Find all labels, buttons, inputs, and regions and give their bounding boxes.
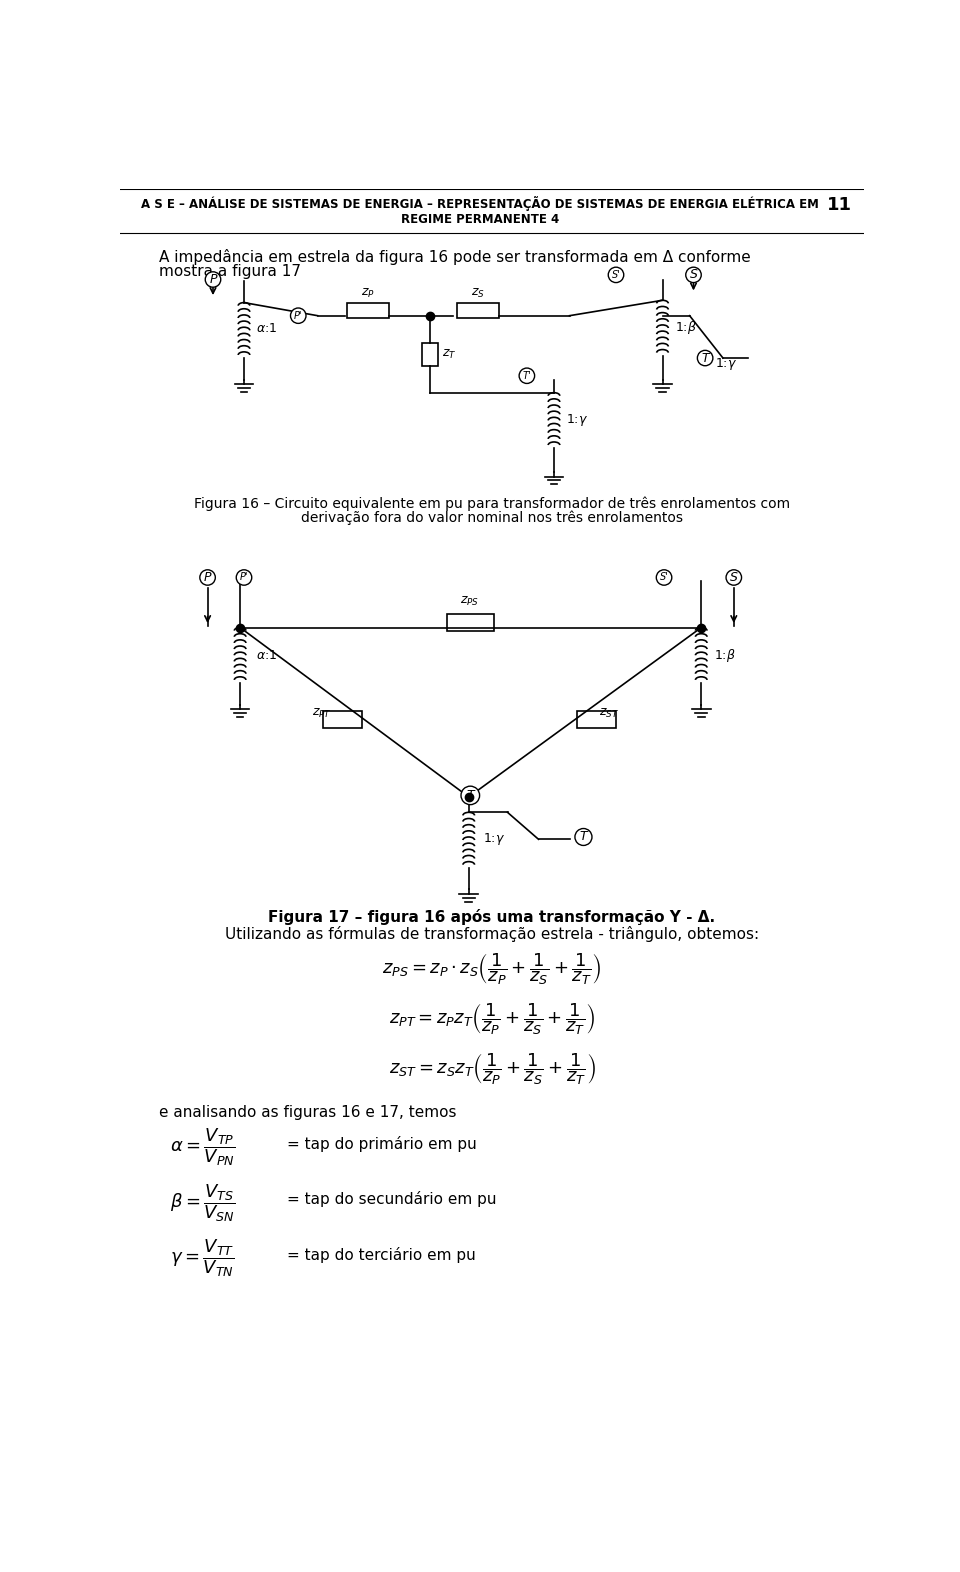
Bar <box>347 302 390 318</box>
Text: T': T' <box>522 371 531 380</box>
Text: S': S' <box>612 270 620 280</box>
Circle shape <box>291 308 306 324</box>
Text: 1:$\gamma$: 1:$\gamma$ <box>566 412 588 428</box>
Bar <box>577 712 616 728</box>
Circle shape <box>575 828 592 846</box>
Text: $z_{ST} = z_S z_T \left( \dfrac{1}{z_P} + \dfrac{1}{z_S} + \dfrac{1}{z_T} \right: $z_{ST} = z_S z_T \left( \dfrac{1}{z_P} … <box>389 1052 595 1086</box>
Circle shape <box>519 368 535 384</box>
Text: S: S <box>730 571 737 583</box>
Text: 11: 11 <box>828 196 852 214</box>
Circle shape <box>685 267 701 283</box>
Text: Figura 17 – figura 16 após uma transformação Y - Δ.: Figura 17 – figura 16 após uma transform… <box>269 909 715 924</box>
Text: Utilizando as fórmulas de transformação estrela - triângulo, obtemos:: Utilizando as fórmulas de transformação … <box>225 926 759 942</box>
Circle shape <box>200 569 215 585</box>
Text: $z_{PS} = z_P \cdot z_S \left( \dfrac{1}{z_P} + \dfrac{1}{z_S} + \dfrac{1}{z_T} : $z_{PS} = z_P \cdot z_S \left( \dfrac{1}… <box>382 951 602 987</box>
Text: $\gamma = \dfrac{V_{TT}}{V_{TN}}$: $\gamma = \dfrac{V_{TT}}{V_{TN}}$ <box>170 1237 235 1280</box>
Text: $z_T$: $z_T$ <box>442 347 456 360</box>
Text: $\alpha$:1: $\alpha$:1 <box>256 322 277 335</box>
Text: $\alpha$:1: $\alpha$:1 <box>255 649 276 662</box>
Circle shape <box>461 786 480 805</box>
Text: P': P' <box>240 572 249 583</box>
Text: = tap do secundário em pu: = tap do secundário em pu <box>287 1192 496 1207</box>
Text: $z_{PT}$: $z_{PT}$ <box>312 707 331 720</box>
Text: 1:$\beta$: 1:$\beta$ <box>713 646 735 663</box>
Text: $z_P$: $z_P$ <box>361 286 375 300</box>
Text: REGIME PERMANENTE 4: REGIME PERMANENTE 4 <box>401 214 560 226</box>
Text: 1:$\beta$: 1:$\beta$ <box>675 319 697 336</box>
Text: A impedância em estrela da figura 16 pode ser transformada em Δ conforme: A impedância em estrela da figura 16 pod… <box>158 248 751 264</box>
Text: $z_{PS}$: $z_{PS}$ <box>460 594 479 607</box>
Text: S': S' <box>660 572 668 583</box>
Text: derivação fora do valor nominal nos três enrolamentos: derivação fora do valor nominal nos três… <box>301 511 683 525</box>
Text: = tap do terciário em pu: = tap do terciário em pu <box>287 1247 475 1262</box>
Circle shape <box>726 569 741 585</box>
Text: mostra a figura 17: mostra a figura 17 <box>158 264 300 280</box>
Text: 1:$\gamma$: 1:$\gamma$ <box>715 357 737 373</box>
Text: P': P' <box>294 311 302 321</box>
Circle shape <box>657 569 672 585</box>
Text: $\alpha = \dfrac{V_{TP}}{V_{PN}}$: $\alpha = \dfrac{V_{TP}}{V_{PN}}$ <box>170 1127 236 1168</box>
Text: 1:$\gamma$: 1:$\gamma$ <box>483 832 505 847</box>
Text: P: P <box>204 571 211 583</box>
Text: T: T <box>467 789 474 802</box>
Bar <box>324 712 362 728</box>
Circle shape <box>236 569 252 585</box>
Circle shape <box>609 267 624 283</box>
Text: T: T <box>702 352 708 365</box>
Text: $z_{ST}$: $z_{ST}$ <box>599 707 619 720</box>
Text: A S E – ANÁLISE DE SISTEMAS DE ENERGIA – REPRESENTAÇÃO DE SISTEMAS DE ENERGIA EL: A S E – ANÁLISE DE SISTEMAS DE ENERGIA –… <box>141 196 819 211</box>
Text: $z_{PT} = z_P z_T \left( \dfrac{1}{z_P} + \dfrac{1}{z_S} + \dfrac{1}{z_T} \right: $z_{PT} = z_P z_T \left( \dfrac{1}{z_P} … <box>389 1001 595 1036</box>
Text: T: T <box>580 830 588 844</box>
Bar <box>422 343 438 366</box>
Text: $z_S$: $z_S$ <box>471 286 485 300</box>
Text: e analisando as figuras 16 e 17, temos: e analisando as figuras 16 e 17, temos <box>158 1105 456 1119</box>
Bar <box>447 613 494 630</box>
Circle shape <box>205 272 221 288</box>
Text: P: P <box>209 274 217 286</box>
Circle shape <box>697 351 713 366</box>
Bar <box>457 302 499 318</box>
Text: S: S <box>689 269 697 281</box>
Text: Figura 16 – Circuito equivalente em pu para transformador de três enrolamentos c: Figura 16 – Circuito equivalente em pu p… <box>194 497 790 511</box>
Text: $\beta = \dfrac{V_{TS}}{V_{SN}}$: $\beta = \dfrac{V_{TS}}{V_{SN}}$ <box>170 1182 236 1223</box>
Text: = tap do primário em pu: = tap do primário em pu <box>287 1135 476 1152</box>
